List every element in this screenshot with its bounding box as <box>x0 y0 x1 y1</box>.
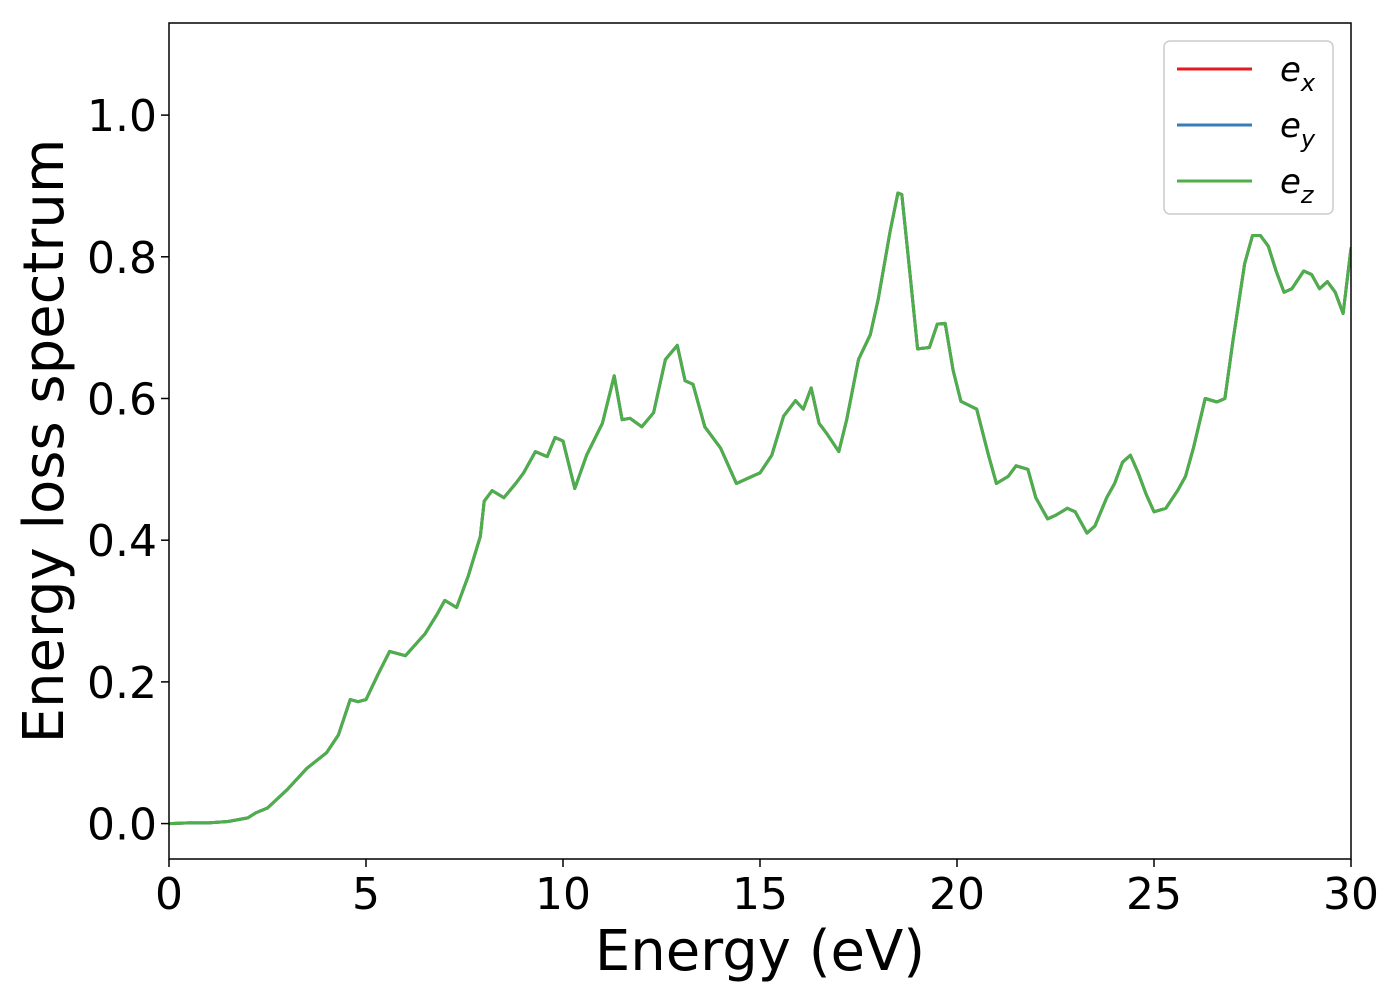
y-axis-title: Energy loss spectrum <box>12 139 77 744</box>
legend-label-subscript: z <box>1300 181 1315 209</box>
x-tick-label: 0 <box>155 869 183 920</box>
legend-label-z: ez <box>1280 162 1315 209</box>
plot-area <box>168 22 1352 860</box>
x-tick-label: 10 <box>535 869 591 920</box>
x-axis: 0 5 10 15 20 25 30 <box>155 859 1379 920</box>
y-tick-label: 0.6 <box>87 374 157 425</box>
x-tick-label: 20 <box>929 869 985 920</box>
x-tick-label: 30 <box>1323 869 1379 920</box>
y-tick-label: 0.8 <box>87 233 157 284</box>
legend-label-base: e <box>1280 106 1301 146</box>
legend-label-base: e <box>1280 162 1301 202</box>
x-tick-label: 5 <box>352 869 380 920</box>
series-line-z <box>169 191 1351 826</box>
legend-label-x: ex <box>1280 50 1316 97</box>
legend-label-subscript: y <box>1300 125 1316 153</box>
x-axis-title: Energy (eV) <box>595 919 925 984</box>
y-tick-label: 0.2 <box>87 658 157 709</box>
y-tick-label: 1.0 <box>87 91 157 142</box>
legend-label-y: ey <box>1280 106 1316 153</box>
legend-box <box>1163 40 1334 215</box>
y-tick-label: 0.4 <box>87 516 157 567</box>
legend-label-base: e <box>1280 50 1301 90</box>
x-tick-label: 15 <box>732 869 788 920</box>
y-axis: 0.0 0.2 0.4 0.6 0.8 1.0 <box>87 91 169 851</box>
y-tick-label: 0.0 <box>87 800 157 851</box>
x-tick-label: 25 <box>1126 869 1182 920</box>
series-group <box>169 191 1351 826</box>
legend-label-subscript: x <box>1300 69 1316 97</box>
